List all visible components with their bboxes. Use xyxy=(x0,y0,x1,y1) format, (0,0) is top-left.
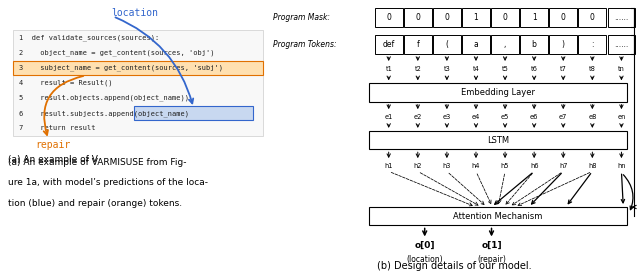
FancyBboxPatch shape xyxy=(520,8,548,27)
FancyBboxPatch shape xyxy=(369,131,627,149)
Text: t3: t3 xyxy=(444,66,451,72)
Text: def: def xyxy=(383,40,395,50)
Text: 6    result.subjects.append(object_name): 6 result.subjects.append(object_name) xyxy=(19,110,189,117)
Text: h3: h3 xyxy=(443,163,451,169)
Text: (a) An example of V: (a) An example of V xyxy=(8,155,98,164)
Text: t1: t1 xyxy=(385,66,392,72)
Text: 1: 1 xyxy=(474,13,478,22)
Text: a: a xyxy=(474,40,478,50)
Text: en: en xyxy=(617,114,626,120)
Text: (location): (location) xyxy=(406,255,443,264)
FancyBboxPatch shape xyxy=(607,35,636,54)
Text: 1  def validate_sources(sources):: 1 def validate_sources(sources): xyxy=(19,34,159,41)
Text: ......: ...... xyxy=(614,40,628,50)
Text: Program Mask:: Program Mask: xyxy=(273,13,330,22)
Text: t6: t6 xyxy=(531,66,538,72)
FancyBboxPatch shape xyxy=(433,8,461,27)
FancyBboxPatch shape xyxy=(13,61,264,75)
Text: h2: h2 xyxy=(413,163,422,169)
Text: ure 1a, with model’s predictions of the loca-: ure 1a, with model’s predictions of the … xyxy=(8,178,208,187)
Text: e5: e5 xyxy=(501,114,509,120)
Text: hn: hn xyxy=(617,163,626,169)
Text: 0: 0 xyxy=(415,13,420,22)
FancyBboxPatch shape xyxy=(369,83,627,102)
FancyBboxPatch shape xyxy=(375,8,403,27)
FancyBboxPatch shape xyxy=(491,35,519,54)
Text: repair: repair xyxy=(35,140,70,150)
Text: ......: ...... xyxy=(614,13,628,22)
FancyBboxPatch shape xyxy=(13,30,264,136)
Text: LSTM: LSTM xyxy=(487,135,509,145)
Text: f: f xyxy=(417,40,419,50)
Text: e4: e4 xyxy=(472,114,480,120)
Text: 1: 1 xyxy=(532,13,536,22)
Text: e3: e3 xyxy=(443,114,451,120)
Text: :: : xyxy=(591,40,593,50)
Text: t2: t2 xyxy=(414,66,421,72)
Text: 5    result.objects.append(object_name)): 5 result.objects.append(object_name)) xyxy=(19,95,189,101)
Text: 0: 0 xyxy=(590,13,595,22)
Text: h4: h4 xyxy=(472,163,480,169)
Text: e6: e6 xyxy=(530,114,538,120)
Text: 0: 0 xyxy=(387,13,391,22)
Text: 2    object_name = get_content(sources, 'obj'): 2 object_name = get_content(sources, 'ob… xyxy=(19,49,214,56)
Text: (a) An example of VARMISUSE from Fig-: (a) An example of VARMISUSE from Fig- xyxy=(8,158,187,167)
Text: 3    subject_name = get_content(sources, 'subj'): 3 subject_name = get_content(sources, 's… xyxy=(19,64,223,71)
Text: o[1]: o[1] xyxy=(481,241,502,250)
Text: 0: 0 xyxy=(444,13,449,22)
Text: t5: t5 xyxy=(502,66,509,72)
FancyBboxPatch shape xyxy=(579,8,606,27)
Text: Attention Mechanism: Attention Mechanism xyxy=(453,212,543,221)
Text: ,: , xyxy=(504,40,506,50)
FancyBboxPatch shape xyxy=(369,207,627,225)
FancyArrowPatch shape xyxy=(623,175,633,210)
FancyBboxPatch shape xyxy=(607,8,636,27)
Text: tion (blue) and repair (orange) tokens.: tion (blue) and repair (orange) tokens. xyxy=(8,199,182,208)
Text: t7: t7 xyxy=(560,66,566,72)
FancyArrowPatch shape xyxy=(44,76,83,135)
FancyBboxPatch shape xyxy=(549,8,577,27)
FancyBboxPatch shape xyxy=(520,35,548,54)
FancyBboxPatch shape xyxy=(549,35,577,54)
Text: ): ) xyxy=(562,40,564,50)
Text: location: location xyxy=(111,8,158,18)
FancyArrowPatch shape xyxy=(115,17,193,103)
FancyBboxPatch shape xyxy=(433,35,461,54)
Text: tn: tn xyxy=(618,66,625,72)
FancyBboxPatch shape xyxy=(579,35,606,54)
Text: e1: e1 xyxy=(385,114,393,120)
FancyBboxPatch shape xyxy=(375,35,403,54)
Text: e2: e2 xyxy=(413,114,422,120)
Text: e7: e7 xyxy=(559,114,568,120)
Text: 0: 0 xyxy=(502,13,508,22)
FancyBboxPatch shape xyxy=(462,8,490,27)
Text: o[0]: o[0] xyxy=(415,241,435,250)
Text: (b) Design details of our model.: (b) Design details of our model. xyxy=(377,261,532,271)
Text: 7    return result: 7 return result xyxy=(19,125,95,131)
Text: h5: h5 xyxy=(501,163,509,169)
FancyBboxPatch shape xyxy=(404,8,432,27)
Text: h7: h7 xyxy=(559,163,568,169)
FancyBboxPatch shape xyxy=(462,35,490,54)
Text: e8: e8 xyxy=(588,114,596,120)
Text: Embedding Layer: Embedding Layer xyxy=(461,88,535,97)
Text: b: b xyxy=(532,40,536,50)
Text: (repair): (repair) xyxy=(477,255,506,264)
Text: Program Tokens:: Program Tokens: xyxy=(273,40,336,50)
FancyBboxPatch shape xyxy=(491,8,519,27)
Text: h1: h1 xyxy=(385,163,393,169)
Text: h8: h8 xyxy=(588,163,596,169)
Text: h6: h6 xyxy=(530,163,538,169)
Text: t8: t8 xyxy=(589,66,596,72)
FancyBboxPatch shape xyxy=(134,106,253,120)
Text: 0: 0 xyxy=(561,13,566,22)
Text: (: ( xyxy=(445,40,449,50)
FancyBboxPatch shape xyxy=(404,35,432,54)
Text: t4: t4 xyxy=(472,66,479,72)
Text: 4    result = Result(): 4 result = Result() xyxy=(19,80,112,86)
